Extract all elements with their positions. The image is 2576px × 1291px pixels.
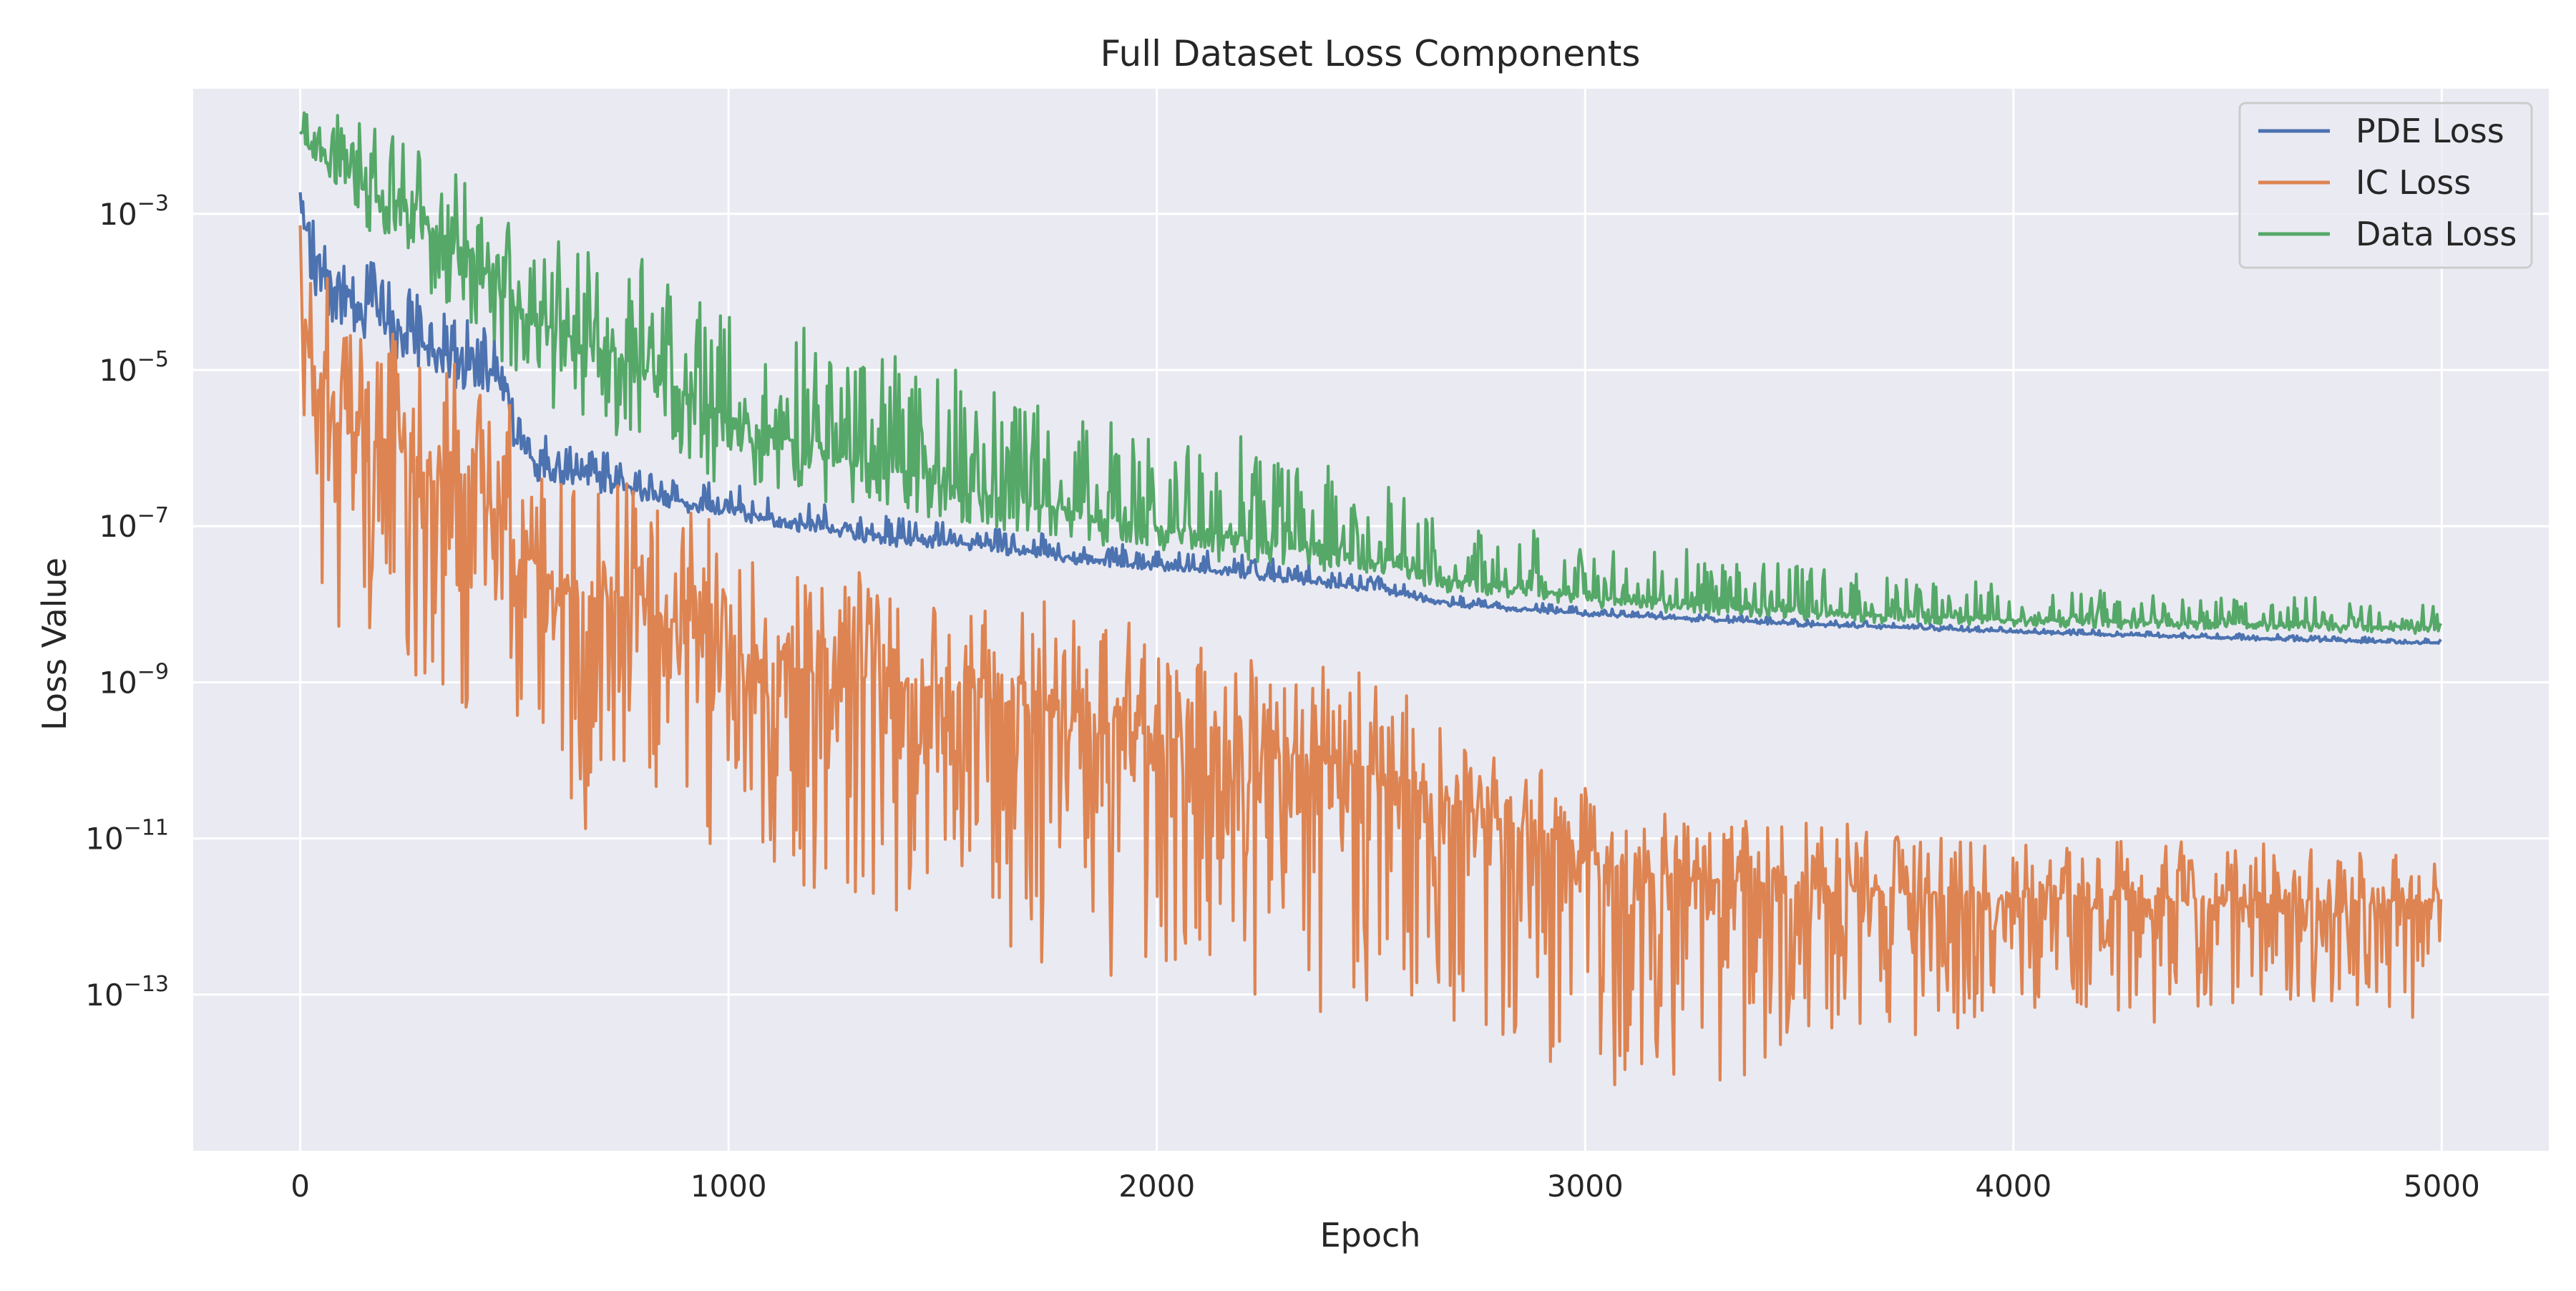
x-axis-label: Epoch [1320, 1216, 1421, 1255]
y-tick-label: 10−3 [99, 191, 169, 232]
legend-item-data-loss: Data Loss [2258, 215, 2517, 253]
y-tick-label: 10−7 [99, 503, 169, 544]
legend-label-ic-loss: IC Loss [2356, 163, 2471, 202]
y-tick-label: 10−13 [85, 972, 169, 1013]
y-axis-label: Loss Value [35, 557, 74, 731]
series-line-ic-loss [298, 225, 2443, 1086]
y-tick-label: 10−9 [99, 659, 169, 700]
legend-item-pde-loss: PDE Loss [2258, 112, 2504, 150]
x-tick-label: 0 [291, 1169, 310, 1204]
series-line-pde-loss [298, 192, 2442, 646]
x-tick-label: 2000 [1118, 1169, 1195, 1204]
legend-box [2238, 102, 2533, 269]
legend-label-pde-loss: PDE Loss [2356, 112, 2504, 150]
chart-title: Full Dataset Loss Components [1101, 33, 1641, 74]
legend: PDE Loss IC Loss Data Loss [2238, 102, 2533, 269]
x-tick-label: 5000 [2404, 1169, 2480, 1204]
y-tick-label: 10−11 [85, 816, 169, 857]
x-tick-label: 3000 [1547, 1169, 1624, 1204]
series-layer [298, 111, 2443, 1086]
legend-item-ic-loss: IC Loss [2258, 163, 2471, 202]
y-tick-label: 10−5 [99, 347, 169, 388]
x-tick-label: 1000 [691, 1169, 767, 1204]
legend-label-data-loss: Data Loss [2356, 215, 2517, 253]
x-tick-label: 4000 [1975, 1169, 2051, 1204]
series-line-data-loss [298, 111, 2443, 635]
tick-labels: 0 1000 2000 3000 4000 5000 10−3 10−5 10−7 10−9 10−… [85, 191, 2480, 1204]
